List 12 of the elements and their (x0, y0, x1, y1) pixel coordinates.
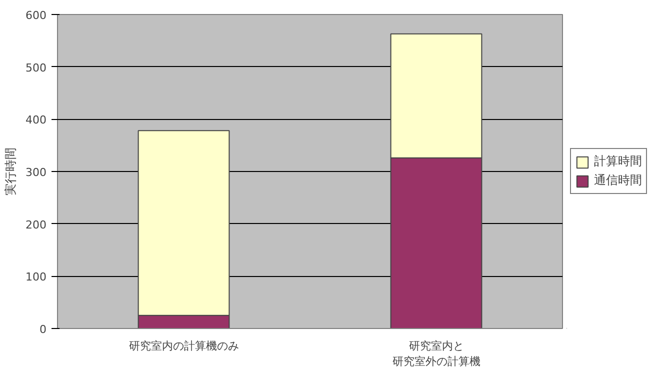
y-tick-label: 300 (26, 166, 47, 179)
y-tick-label: 0 (40, 323, 46, 336)
y-tick-label: 500 (26, 61, 47, 74)
y-tick-label: 200 (26, 218, 47, 232)
legend-label: 通信時間 (594, 172, 642, 189)
y-tick-label: 100 (26, 270, 47, 284)
y-tick-label: 600 (26, 9, 47, 22)
x-tick-label: 研究室内の計算機のみ (128, 340, 239, 352)
y-tick-label: 400 (26, 114, 47, 127)
x-tick-label: 研究室内と研究室外の計算機 (392, 340, 480, 368)
legend-label: 計算時間 (594, 153, 642, 170)
y-axis-title: 実行時間 (4, 148, 18, 196)
